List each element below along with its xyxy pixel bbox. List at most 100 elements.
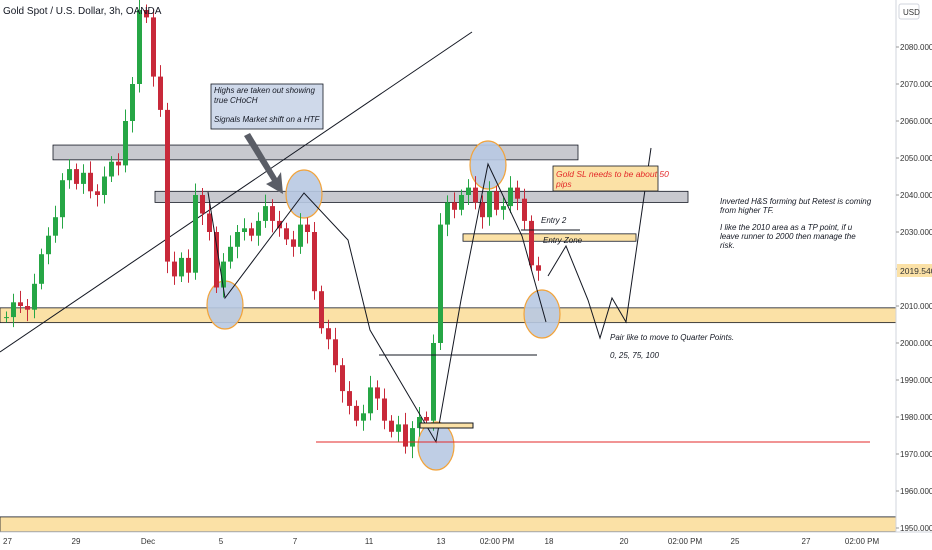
time-tick-label: 7 bbox=[293, 537, 298, 546]
choch-note-box[interactable] bbox=[210, 83, 324, 130]
candle-body bbox=[109, 161, 114, 177]
time-tick-label: 18 bbox=[545, 537, 554, 546]
candle-body bbox=[130, 84, 135, 121]
candle-body bbox=[305, 224, 310, 232]
quarter-values: 0, 25, 75, 100 bbox=[610, 351, 659, 360]
candle-body bbox=[249, 228, 254, 236]
candle-body bbox=[403, 424, 408, 447]
sl-note-line1: Gold SL needs to be about 50 bbox=[556, 169, 669, 179]
candle-body bbox=[172, 261, 177, 277]
candle-body bbox=[438, 224, 443, 343]
price-tick-label: 1980.000 bbox=[900, 413, 932, 422]
candle-body bbox=[207, 213, 212, 232]
candle-body bbox=[312, 232, 317, 292]
time-tick-label: 25 bbox=[731, 537, 740, 546]
time-tick-label: 02:00 PM bbox=[480, 537, 515, 546]
candle-body bbox=[480, 202, 485, 218]
candle-body bbox=[368, 387, 373, 414]
candle-body bbox=[347, 391, 352, 406]
candle-body bbox=[53, 217, 58, 236]
sl-note-box[interactable] bbox=[552, 165, 659, 192]
price-tick-label: 1950.000 bbox=[900, 524, 932, 533]
candle-body bbox=[396, 424, 401, 432]
entry-zone-label: Entry Zone bbox=[543, 236, 583, 245]
time-tick-label: 27 bbox=[802, 537, 811, 546]
entry-zone[interactable] bbox=[462, 233, 637, 242]
candle-body bbox=[242, 228, 247, 232]
candle-body bbox=[186, 257, 191, 273]
candle-body bbox=[151, 17, 156, 77]
candle-body bbox=[424, 417, 429, 421]
choch-note-line2: true CHoCH bbox=[214, 96, 258, 105]
candle-body bbox=[200, 195, 205, 214]
candle-body bbox=[81, 172, 86, 184]
time-ticks[interactable]: 27 29 Dec 5 7 11 13 02:00 PM 18 20 02:00 PM 25 27 02:… bbox=[3, 537, 879, 546]
candle-body bbox=[375, 387, 380, 399]
tp-note-line1: I like the 2010 area as a TP point, if u bbox=[720, 223, 853, 232]
time-tick-label: 29 bbox=[72, 537, 81, 546]
time-tick-label: 11 bbox=[365, 537, 374, 546]
candle-body bbox=[88, 172, 93, 192]
candle-body bbox=[60, 180, 65, 218]
choch-arrow bbox=[244, 133, 283, 194]
time-tick-label: 5 bbox=[219, 537, 224, 546]
candle-body bbox=[25, 306, 30, 310]
candle-body bbox=[165, 109, 170, 262]
candle-body bbox=[452, 202, 457, 210]
current-price-label: 2019.540 bbox=[900, 266, 932, 276]
price-tick-label: 2050.000 bbox=[900, 154, 932, 163]
candle-body bbox=[340, 365, 345, 392]
tp-note-line2: leave runner to 2000 then manage the bbox=[720, 232, 856, 241]
hs-note-line2: from higher TF. bbox=[720, 206, 774, 215]
candle-body bbox=[256, 220, 261, 236]
candle-body bbox=[501, 206, 506, 210]
price-tick-label: 2000.000 bbox=[900, 339, 932, 348]
candle-body bbox=[487, 191, 492, 218]
hs-note-line1: Inverted H&S forming but Retest is comin… bbox=[720, 197, 872, 206]
current-price-tag bbox=[897, 264, 932, 277]
currency-badge[interactable] bbox=[898, 3, 920, 20]
candle-body bbox=[144, 10, 149, 18]
candle-body bbox=[473, 187, 478, 203]
candle-body bbox=[494, 191, 499, 210]
candle-body bbox=[4, 317, 9, 319]
currency-label: USD bbox=[903, 8, 920, 17]
candle-body bbox=[179, 257, 184, 277]
price-tick-label: 2030.000 bbox=[900, 228, 932, 237]
candle-body bbox=[319, 291, 324, 329]
price-tick-label: 2010.000 bbox=[900, 302, 932, 311]
candle-body bbox=[382, 398, 387, 421]
price-tick-label: 2040.000 bbox=[900, 191, 932, 200]
trend-line[interactable] bbox=[0, 31, 473, 353]
candle-body bbox=[284, 228, 289, 240]
candle-body bbox=[214, 232, 219, 288]
candle-body bbox=[46, 235, 51, 255]
candle-body bbox=[361, 413, 366, 421]
choch-note-line1: Highs are taken out showing bbox=[214, 86, 316, 95]
axis-corner bbox=[897, 533, 932, 550]
price-tick-label: 2060.000 bbox=[900, 117, 932, 126]
candle-body bbox=[298, 224, 303, 247]
time-tick-label: 02:00 PM bbox=[668, 537, 703, 546]
resistance-zone-2040 bbox=[154, 190, 689, 203]
candle-body bbox=[466, 187, 471, 195]
time-tick-label: 20 bbox=[620, 537, 629, 546]
time-tick-label: 13 bbox=[437, 537, 446, 546]
entry2-label: Entry 2 bbox=[541, 216, 567, 225]
candle-body bbox=[354, 405, 359, 421]
candle-body bbox=[431, 343, 436, 421]
circle-right-shoulder bbox=[523, 289, 561, 339]
candle-body bbox=[39, 254, 44, 284]
candle-body bbox=[263, 206, 268, 221]
candle-body bbox=[67, 169, 72, 181]
time-tick-label: 02:00 PM bbox=[845, 537, 880, 546]
price-tick-label: 2070.000 bbox=[900, 80, 932, 89]
candle-body bbox=[522, 198, 527, 221]
price-tick-label: 1960.000 bbox=[900, 487, 932, 496]
wave-path bbox=[207, 162, 547, 444]
candle-body bbox=[102, 176, 107, 195]
choch-note-line3: Signals Market shift on a HTF bbox=[214, 115, 320, 124]
candle-body bbox=[445, 202, 450, 225]
candle-body bbox=[123, 121, 128, 166]
